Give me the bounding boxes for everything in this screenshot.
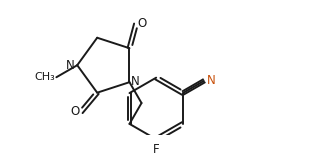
- Text: F: F: [153, 143, 159, 156]
- Text: N: N: [130, 75, 139, 88]
- Text: CH₃: CH₃: [35, 72, 55, 82]
- Text: N: N: [66, 59, 75, 72]
- Text: O: O: [137, 17, 147, 30]
- Text: O: O: [71, 105, 80, 118]
- Text: N: N: [207, 74, 216, 87]
